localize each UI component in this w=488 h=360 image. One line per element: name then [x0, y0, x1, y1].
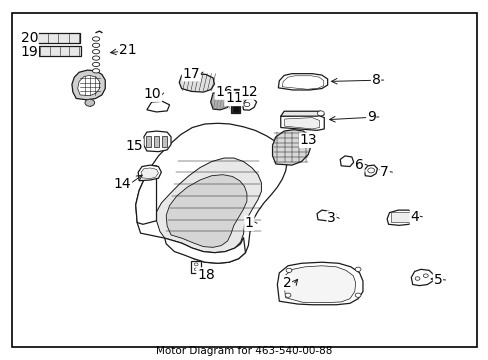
Polygon shape — [386, 210, 413, 225]
Ellipse shape — [92, 62, 100, 67]
Bar — [162, 136, 166, 147]
Bar — [39, 46, 81, 55]
Text: 8: 8 — [371, 73, 380, 87]
Text: 11: 11 — [224, 91, 242, 105]
Text: 20: 20 — [20, 31, 38, 45]
Circle shape — [423, 274, 427, 278]
Ellipse shape — [92, 37, 100, 41]
Bar — [232, 91, 238, 112]
Bar — [390, 212, 409, 222]
Circle shape — [414, 277, 419, 280]
Bar — [231, 89, 240, 113]
Circle shape — [367, 168, 374, 173]
Circle shape — [85, 99, 95, 106]
Polygon shape — [166, 175, 246, 247]
Text: 2: 2 — [282, 276, 291, 290]
Polygon shape — [179, 74, 214, 92]
Polygon shape — [146, 101, 169, 112]
Polygon shape — [136, 123, 286, 263]
Polygon shape — [272, 130, 310, 165]
Polygon shape — [278, 74, 327, 90]
Text: Motor Diagram for 463-540-00-88: Motor Diagram for 463-540-00-88 — [156, 346, 332, 356]
Text: 12: 12 — [240, 85, 258, 99]
Polygon shape — [340, 156, 353, 167]
Text: 14: 14 — [114, 176, 131, 190]
Text: 7: 7 — [380, 165, 388, 179]
Circle shape — [354, 293, 360, 297]
Text: 10: 10 — [143, 87, 161, 101]
Text: 4: 4 — [409, 210, 418, 224]
Text: 3: 3 — [326, 211, 335, 225]
Polygon shape — [78, 76, 99, 96]
Bar — [37, 33, 80, 43]
Ellipse shape — [92, 56, 100, 60]
Polygon shape — [164, 237, 245, 263]
Text: 17: 17 — [182, 67, 200, 81]
Text: 19: 19 — [20, 45, 38, 59]
Text: 21: 21 — [119, 42, 136, 57]
Circle shape — [194, 263, 198, 266]
Polygon shape — [410, 269, 433, 285]
Polygon shape — [141, 168, 158, 179]
Bar — [154, 136, 159, 147]
Polygon shape — [280, 115, 324, 130]
Text: 1: 1 — [244, 216, 253, 230]
Text: 6: 6 — [354, 158, 363, 172]
Bar — [146, 136, 151, 147]
Polygon shape — [316, 210, 331, 221]
Polygon shape — [138, 165, 161, 181]
Text: 15: 15 — [125, 139, 143, 153]
Polygon shape — [242, 99, 256, 110]
Polygon shape — [143, 131, 171, 152]
Text: 16: 16 — [215, 85, 233, 99]
Ellipse shape — [92, 69, 100, 73]
Polygon shape — [136, 166, 156, 224]
Text: 9: 9 — [366, 110, 375, 124]
Circle shape — [317, 111, 324, 116]
Polygon shape — [364, 165, 377, 176]
Polygon shape — [277, 262, 362, 305]
Polygon shape — [156, 158, 261, 253]
Bar — [190, 261, 201, 273]
Polygon shape — [284, 118, 319, 129]
Circle shape — [354, 267, 360, 271]
Text: 18: 18 — [197, 268, 214, 282]
Circle shape — [285, 293, 290, 297]
Polygon shape — [284, 266, 355, 303]
Ellipse shape — [92, 43, 100, 48]
Circle shape — [244, 102, 249, 107]
Polygon shape — [72, 70, 105, 100]
Text: 13: 13 — [299, 133, 317, 147]
Circle shape — [285, 268, 291, 273]
Polygon shape — [280, 111, 324, 116]
Circle shape — [194, 268, 198, 271]
Text: 5: 5 — [433, 273, 441, 287]
Ellipse shape — [92, 50, 100, 54]
Polygon shape — [210, 91, 230, 110]
